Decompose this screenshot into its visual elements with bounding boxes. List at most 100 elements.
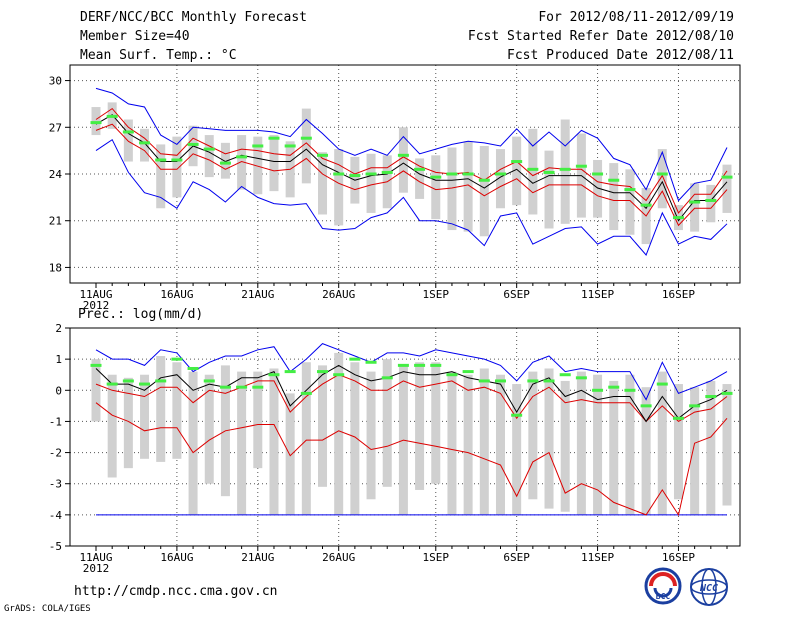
median-marker [656, 382, 668, 386]
spread-box [204, 135, 214, 178]
grads-credit: GrADS: COLA/IGES [4, 604, 91, 614]
spread-box [625, 374, 635, 515]
median-marker [155, 158, 167, 162]
spread-box [366, 371, 376, 500]
median-marker [139, 382, 151, 386]
spread-box [431, 362, 441, 484]
median-marker [414, 167, 426, 171]
median-marker [494, 172, 506, 176]
median-marker [252, 144, 264, 148]
median-marker [559, 167, 571, 171]
median-marker [478, 178, 490, 182]
spread-box [706, 184, 716, 223]
median-marker [300, 391, 312, 395]
median-marker [122, 379, 134, 383]
temperature-panel: 18 21 24 27 30 11AUG 16AUG 21AUG 26AUG 1SEP 6SEP 11… [49, 64, 741, 312]
year-label: 2012 [83, 299, 110, 312]
median-marker [317, 370, 329, 374]
median-marker [511, 160, 523, 164]
median-marker [527, 167, 539, 171]
x-tick-label: 21AUG [241, 551, 274, 564]
median-marker [689, 200, 701, 204]
median-marker [624, 388, 636, 392]
spread-box [479, 368, 489, 515]
spread-box [301, 108, 311, 184]
spread-box [641, 387, 651, 515]
produced-date: Fcst Produced Date 2012/08/11 [507, 48, 734, 63]
x-tick-label: 11SEP [581, 551, 614, 564]
median-marker [624, 188, 636, 192]
median-marker [446, 172, 458, 176]
median-marker [608, 385, 620, 389]
spread-box [334, 352, 344, 515]
upper-sd-line [95, 374, 728, 423]
spread-box [123, 377, 133, 469]
spread-box [253, 371, 263, 469]
ncc-logo-text: NCC [699, 583, 718, 594]
spread-box [301, 362, 311, 515]
x-tick-label: 1SEP [423, 288, 450, 301]
median-marker [122, 130, 134, 134]
median-marker [219, 161, 231, 165]
y-tick-label: -4 [49, 509, 63, 522]
median-marker [640, 203, 652, 207]
ensemble-min-line [95, 138, 728, 256]
median-marker [300, 136, 312, 140]
spread-box [237, 371, 247, 515]
spread-box [107, 374, 117, 478]
median-marker [284, 370, 296, 374]
x-tick-label: 6SEP [503, 288, 530, 301]
spread-box [188, 371, 198, 515]
median-marker [592, 388, 604, 392]
median-marker [462, 172, 474, 176]
spread-box [382, 359, 392, 487]
spread-box [609, 163, 619, 231]
spread-box [463, 141, 473, 232]
spread-box [318, 152, 328, 215]
median-marker [365, 172, 377, 176]
ncc-logo: NCC [690, 568, 728, 606]
median-marker [333, 373, 345, 377]
median-marker [543, 379, 555, 383]
x-tick-label: 16AUG [160, 288, 193, 301]
y-tick-label: -3 [49, 478, 62, 491]
spread-box [431, 155, 441, 220]
spread-box [593, 374, 603, 515]
ensemble-mean-line [95, 114, 728, 222]
precip-panel-title: Prec.: log(mm/d) [78, 307, 204, 322]
median-marker [705, 395, 717, 399]
median-marker [155, 379, 167, 383]
median-marker [203, 147, 215, 151]
x-tick-label: 11SEP [581, 288, 614, 301]
spread-box [495, 374, 505, 515]
median-marker [139, 141, 151, 145]
median-marker [446, 373, 458, 377]
spread-box [479, 145, 489, 237]
median-marker [721, 391, 733, 395]
median-marker [171, 357, 183, 361]
spread-box [593, 159, 603, 218]
y-tick-label: 2 [55, 322, 62, 335]
spread-box [269, 135, 279, 192]
x-tick-label: 16SEP [662, 288, 695, 301]
x-tick-label: 21AUG [241, 288, 274, 301]
median-marker [333, 172, 345, 176]
spread-box [657, 371, 667, 515]
bcc-logo-text: BCC [656, 592, 671, 601]
spread-box [140, 374, 150, 459]
spread-box [512, 384, 522, 515]
plot-frame [69, 327, 741, 547]
spread-box [91, 359, 101, 422]
spread-box [495, 149, 505, 209]
median-marker [252, 385, 264, 389]
median-marker [478, 379, 490, 383]
median-marker [284, 144, 296, 148]
y-tick-label: 18 [49, 261, 62, 274]
spread-box [560, 380, 570, 512]
spread-box [172, 362, 182, 459]
source-url[interactable]: http://cmdp.ncc.cma.gov.cn [74, 584, 278, 599]
median-marker [656, 172, 668, 176]
x-tick-label: 16AUG [160, 551, 193, 564]
x-tick-label: 1SEP [423, 551, 450, 564]
